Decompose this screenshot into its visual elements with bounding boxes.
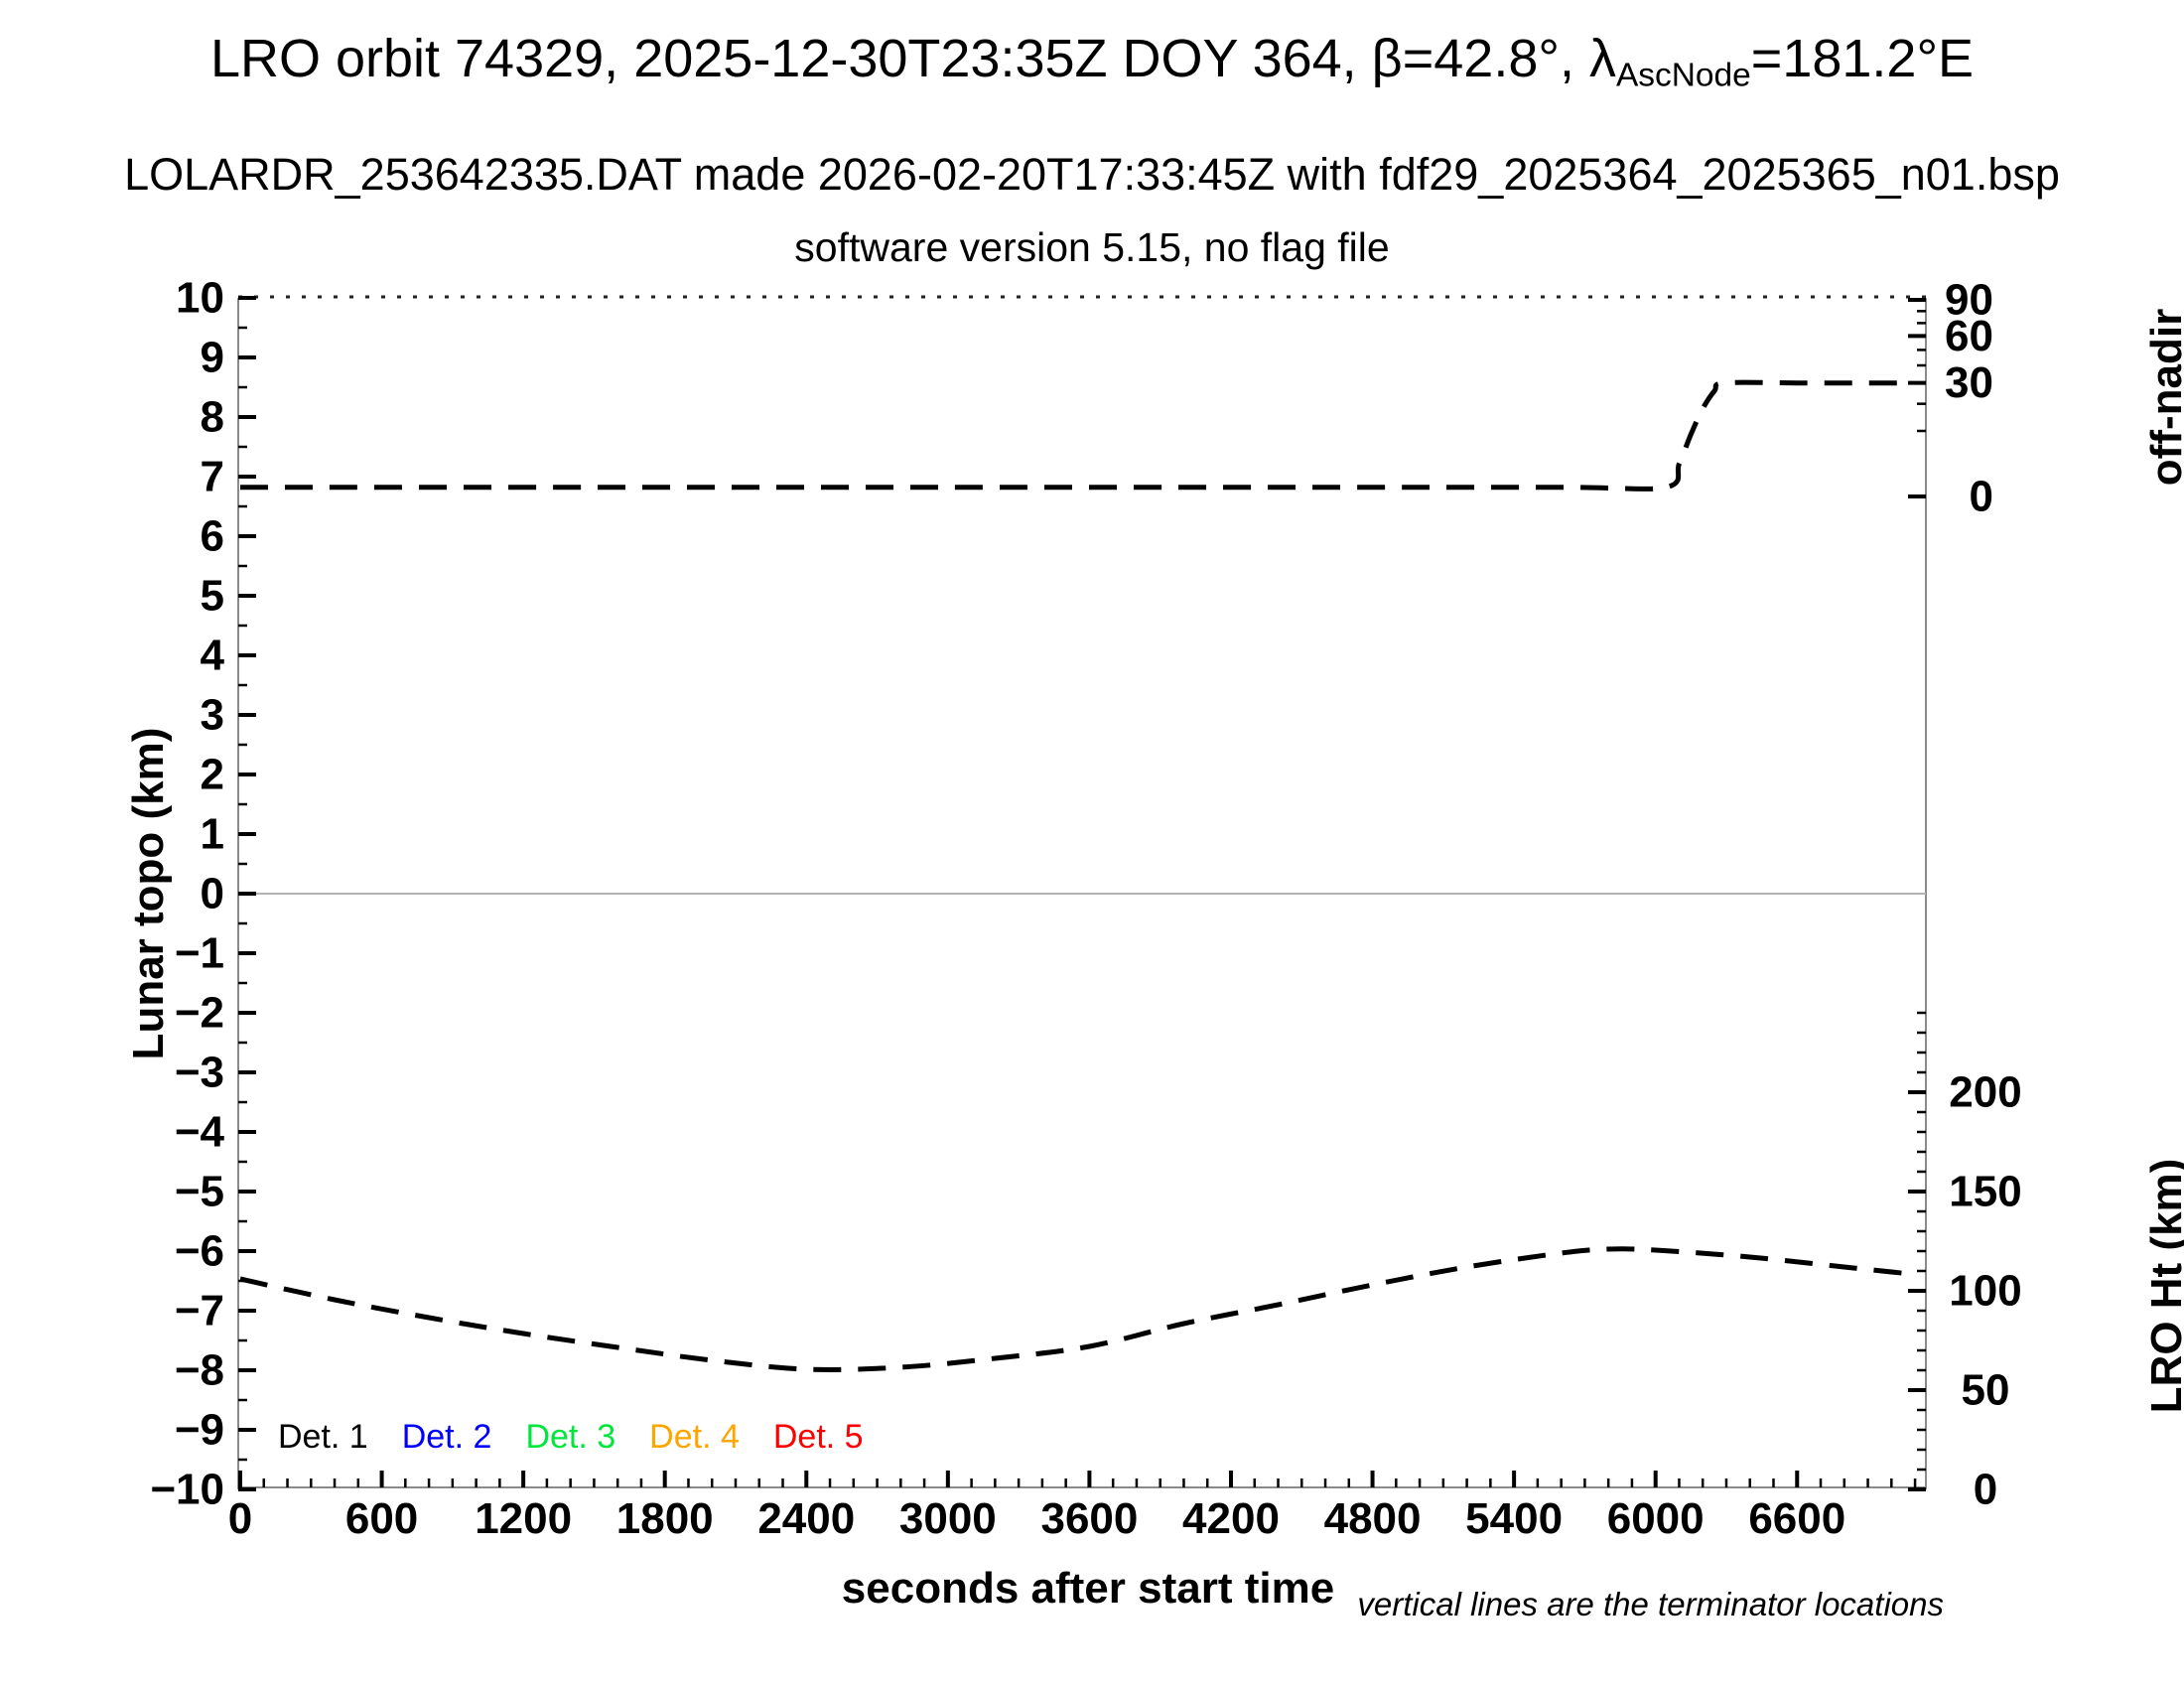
subtitle-file-info: LOLARDR_253642335.DAT made 2026-02-20T17… <box>124 149 2060 200</box>
legend-item-det-5: Det. 5 <box>772 1417 864 1456</box>
curves <box>239 379 1911 1372</box>
x-axis-label: seconds after start time <box>841 1564 1335 1613</box>
lro-height-curve <box>239 1246 1911 1372</box>
plot-frame <box>237 295 1927 1489</box>
off-nadir-curve <box>239 379 1911 492</box>
left-tick-label: −6 <box>175 1227 224 1276</box>
x-tick-label: 6600 <box>1748 1494 1845 1543</box>
x-tick-label: 6000 <box>1607 1494 1705 1543</box>
left-tick-label: −9 <box>175 1406 224 1455</box>
x-tick-label: 4800 <box>1324 1494 1422 1543</box>
x-tick-label: 1200 <box>475 1494 572 1543</box>
left-tick-label: −2 <box>175 989 224 1038</box>
left-tick-label: −5 <box>175 1168 224 1216</box>
left-tick-label: 8 <box>201 393 224 442</box>
left-tick-label: 6 <box>201 512 224 561</box>
left-tick-label: 7 <box>201 453 224 501</box>
off-nadir-tick-label: 90 <box>1945 276 1993 325</box>
off-nadir-tick-label: 30 <box>1945 358 1993 407</box>
lro-ht-tick-label: 150 <box>1949 1168 2021 1216</box>
legend-item-det-1: Det. 1 <box>278 1417 368 1456</box>
left-tick-label: 0 <box>201 870 224 918</box>
lro-ht-tick-label: 0 <box>1974 1466 1997 1514</box>
left-tick-label: −4 <box>175 1108 225 1157</box>
x-tick-label: 0 <box>228 1494 252 1543</box>
x-tick-label: 3600 <box>1040 1494 1138 1543</box>
off-nadir-tick-label: 0 <box>1970 473 1993 521</box>
left-tick-label: −8 <box>175 1346 224 1395</box>
right-axis-label-off-nadir: off-nadir <box>2142 308 2184 487</box>
left-axis-label: Lunar topo (km) <box>124 727 173 1060</box>
lro-ht-tick-label: 50 <box>1962 1366 2010 1415</box>
left-tick-label: −1 <box>175 929 224 978</box>
lro-ht-axis-ticks: 0 50 100 150 200 <box>1908 1011 2022 1514</box>
left-tick-label: −7 <box>175 1287 224 1336</box>
left-tick-label: 3 <box>201 691 224 740</box>
left-tick-label: −10 <box>150 1466 224 1514</box>
x-tick-label: 5400 <box>1465 1494 1563 1543</box>
lro-ht-tick-label: 200 <box>1949 1068 2021 1117</box>
x-tick-label: 4200 <box>1182 1494 1280 1543</box>
legend-item-det-4: Det. 4 <box>649 1417 740 1456</box>
left-tick-label: 4 <box>201 632 225 680</box>
legend-item-det-3: Det. 3 <box>525 1417 616 1456</box>
off-nadir-tick-label: 60 <box>1945 312 1993 360</box>
title-main: LRO orbit 74329, 2025-12-30T23:35Z DOY 3… <box>209 29 1616 88</box>
x-tick-label: 3000 <box>899 1494 997 1543</box>
title-subscript: AscNode <box>1615 57 1751 94</box>
subtitle-software-version: software version 5.15, no flag file <box>794 224 1390 270</box>
left-tick-label: 10 <box>176 274 224 323</box>
left-tick-label: 5 <box>201 572 224 621</box>
legend: Det. 1 Det. 2 Det. 3 Det. 4 Det. 5 <box>278 1416 864 1458</box>
title-tail: =181.2°E <box>1750 29 1975 88</box>
legend-item-det-2: Det. 2 <box>401 1417 492 1456</box>
x-tick-label: 1800 <box>616 1494 714 1543</box>
x-tick-label: 600 <box>345 1494 418 1543</box>
page-title: LRO orbit 74329, 2025-12-30T23:35Z DOY 3… <box>0 28 2184 94</box>
left-tick-label: 2 <box>201 751 224 799</box>
x-tick-label: 2400 <box>757 1494 855 1543</box>
right-axis-label-lro-height: LRO Ht (km) <box>2142 1158 2184 1414</box>
x-axis-ticks: 0 600 1200 1800 2400 3000 3600 4200 4800 5400 6000… <box>228 1471 1917 1543</box>
left-tick-label: 1 <box>201 810 224 859</box>
left-tick-label: −3 <box>175 1049 224 1097</box>
left-tick-label: 9 <box>201 334 224 382</box>
lro-ht-tick-label: 100 <box>1949 1267 2021 1316</box>
terminator-footnote: vertical lines are the terminator locati… <box>1357 1586 1944 1622</box>
